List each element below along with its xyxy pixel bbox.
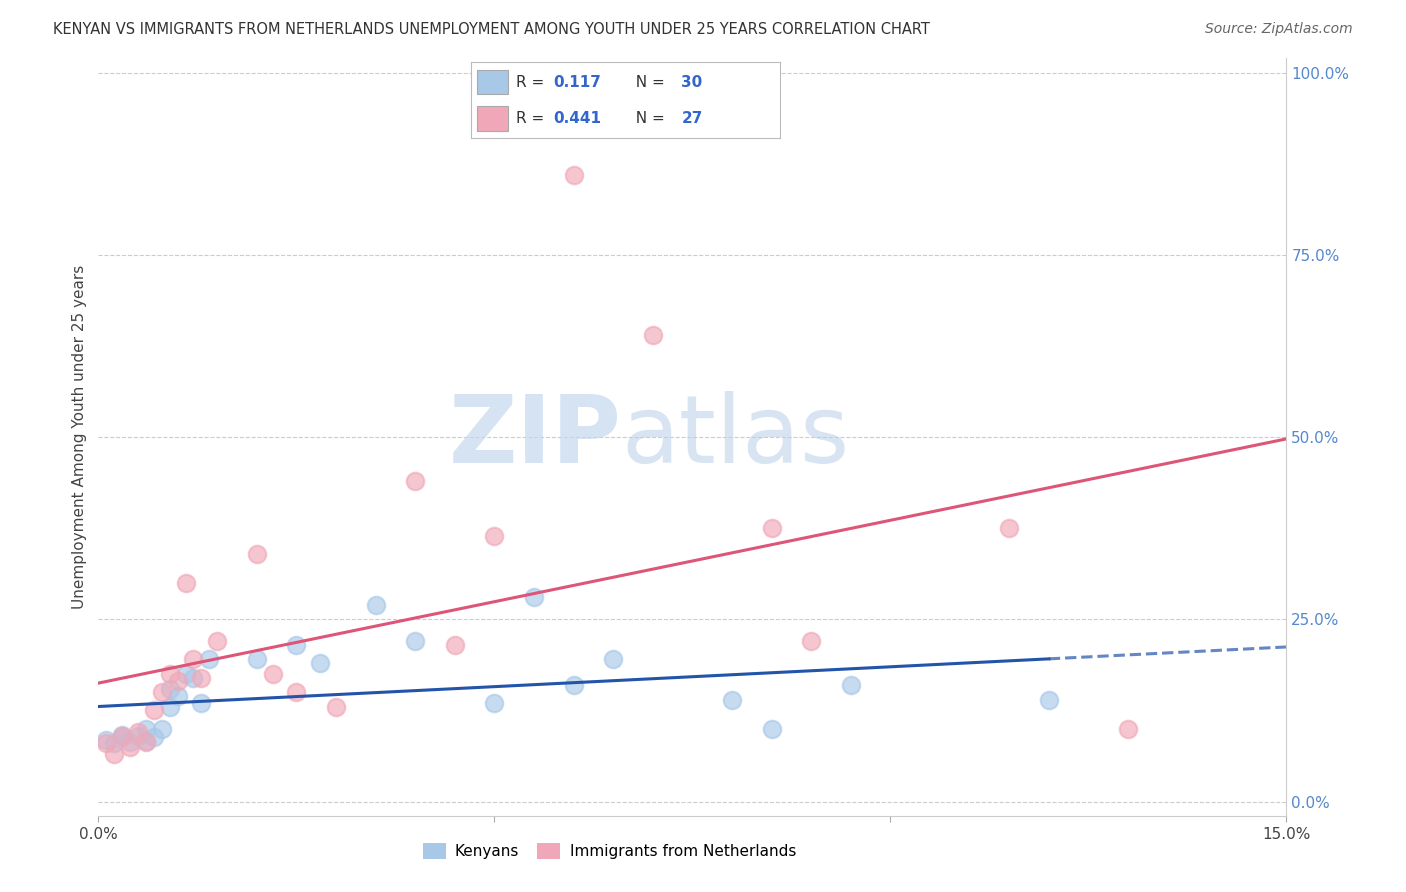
Text: N =: N = [626, 75, 669, 90]
Immigrants from Netherlands [800, 634, 823, 648]
Kenyans [142, 731, 165, 745]
Text: R =: R = [516, 75, 548, 90]
Immigrants from Netherlands [159, 667, 181, 681]
Kenyans [135, 734, 157, 748]
Immigrants from Netherlands [127, 725, 149, 739]
Text: Source: ZipAtlas.com: Source: ZipAtlas.com [1205, 22, 1353, 37]
Immigrants from Netherlands [135, 735, 157, 749]
Immigrants from Netherlands [190, 671, 212, 685]
Immigrants from Netherlands [111, 729, 134, 743]
Immigrants from Netherlands [325, 699, 347, 714]
Immigrants from Netherlands [150, 685, 173, 699]
Immigrants from Netherlands [183, 652, 205, 666]
Immigrants from Netherlands [998, 521, 1021, 535]
Immigrants from Netherlands [262, 667, 284, 681]
Kenyans [120, 735, 142, 749]
Kenyans [183, 671, 205, 685]
Text: atlas: atlas [621, 391, 849, 483]
Text: R =: R = [516, 111, 548, 126]
Immigrants from Netherlands [120, 739, 142, 754]
Kenyans [96, 732, 118, 747]
Immigrants from Netherlands [285, 685, 308, 699]
Text: 30: 30 [682, 75, 703, 90]
Kenyans [484, 696, 506, 710]
Immigrants from Netherlands [142, 703, 165, 717]
Immigrants from Netherlands [246, 547, 269, 561]
Kenyans [309, 656, 332, 670]
Text: 0.117: 0.117 [553, 75, 600, 90]
Kenyans [127, 729, 149, 743]
Kenyans [404, 634, 426, 648]
Kenyans [159, 681, 181, 696]
Legend: Kenyans, Immigrants from Netherlands: Kenyans, Immigrants from Netherlands [416, 838, 801, 865]
Immigrants from Netherlands [761, 521, 783, 535]
Immigrants from Netherlands [484, 528, 506, 542]
Text: 27: 27 [682, 111, 703, 126]
Immigrants from Netherlands [205, 634, 228, 648]
Text: N =: N = [626, 111, 669, 126]
Kenyans [285, 638, 308, 652]
Immigrants from Netherlands [166, 674, 188, 689]
Kenyans [103, 736, 125, 750]
Kenyans [135, 722, 157, 736]
Kenyans [602, 652, 624, 666]
Kenyans [198, 652, 221, 666]
Text: KENYAN VS IMMIGRANTS FROM NETHERLANDS UNEMPLOYMENT AMONG YOUTH UNDER 25 YEARS CO: KENYAN VS IMMIGRANTS FROM NETHERLANDS UN… [53, 22, 931, 37]
Kenyans [166, 689, 188, 703]
FancyBboxPatch shape [477, 106, 508, 130]
Immigrants from Netherlands [96, 736, 118, 750]
Kenyans [1038, 692, 1060, 706]
Immigrants from Netherlands [1116, 722, 1139, 736]
Kenyans [721, 692, 744, 706]
Kenyans [159, 699, 181, 714]
Kenyans [523, 591, 546, 605]
Kenyans [111, 731, 134, 745]
Kenyans [174, 667, 197, 681]
Immigrants from Netherlands [404, 474, 426, 488]
Kenyans [111, 727, 134, 741]
Text: 0.441: 0.441 [553, 111, 600, 126]
Kenyans [150, 722, 173, 736]
Immigrants from Netherlands [562, 168, 585, 182]
Kenyans [761, 722, 783, 736]
Immigrants from Netherlands [444, 638, 467, 652]
Kenyans [839, 678, 862, 692]
FancyBboxPatch shape [477, 70, 508, 95]
Immigrants from Netherlands [174, 575, 197, 590]
Immigrants from Netherlands [641, 328, 664, 343]
Kenyans [364, 598, 387, 612]
Text: ZIP: ZIP [449, 391, 621, 483]
Immigrants from Netherlands [103, 747, 125, 762]
Kenyans [190, 696, 212, 710]
Y-axis label: Unemployment Among Youth under 25 years: Unemployment Among Youth under 25 years [72, 265, 87, 609]
Kenyans [562, 678, 585, 692]
Kenyans [246, 652, 269, 666]
